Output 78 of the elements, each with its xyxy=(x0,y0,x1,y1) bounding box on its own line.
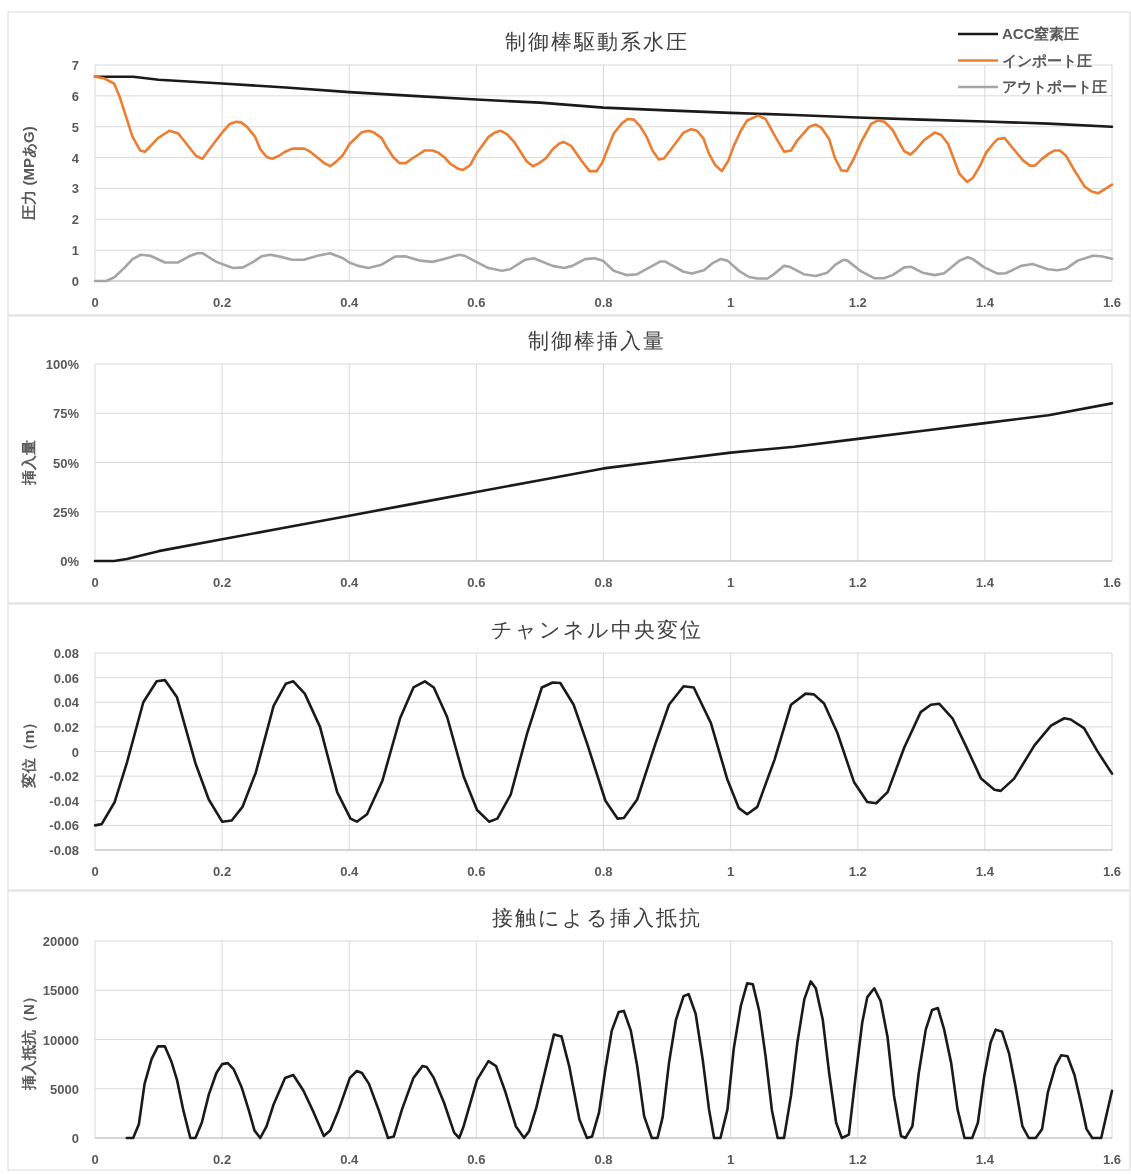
x-tick-label: 0.2 xyxy=(213,1152,232,1167)
y-tick-label: 0.02 xyxy=(53,719,79,735)
x-tick-label: 1 xyxy=(727,864,735,879)
y-tick-label: 0 xyxy=(71,274,79,289)
y-tick-label: -0.02 xyxy=(49,769,79,785)
x-tick-label: 1 xyxy=(727,295,735,310)
y-tick-label: 1 xyxy=(71,243,79,259)
y-tick-label: -0.04 xyxy=(49,793,80,809)
x-tick-label: 1.4 xyxy=(975,575,995,590)
x-tick-label: 0.6 xyxy=(467,295,486,310)
y-axis-title: 挿入抵抗（N） xyxy=(20,989,37,1091)
y-axis-title: 圧力 (MPあG) xyxy=(20,126,37,221)
x-tick-label: 0.4 xyxy=(340,295,360,310)
y-axis-title: 変位（m） xyxy=(20,714,37,790)
chart-title: 制御棒駆動系水圧 xyxy=(505,30,689,53)
x-tick-label: 1.2 xyxy=(848,864,867,879)
y-tick-label: 15000 xyxy=(42,983,79,999)
x-tick-label: 0.8 xyxy=(594,575,613,590)
x-tick-label: 1.6 xyxy=(1102,864,1122,879)
y-tick-label: 6 xyxy=(71,88,79,104)
y-tick-label: 0.04 xyxy=(53,695,80,711)
x-tick-label: 1.6 xyxy=(1102,575,1122,590)
x-tick-label: 0.6 xyxy=(467,575,486,590)
x-tick-label: 0.2 xyxy=(213,864,232,879)
x-tick-label: 0.8 xyxy=(594,1152,613,1167)
x-tick-label: 0.4 xyxy=(340,864,360,879)
chart-title: チャンネル中央変位 xyxy=(491,618,703,641)
legend-label: アウトポート圧 xyxy=(1002,78,1107,95)
x-tick-label: 0.6 xyxy=(467,864,486,879)
x-tick-label: 1.4 xyxy=(975,864,995,879)
y-tick-label: 7 xyxy=(71,58,79,73)
legend-label: インポート圧 xyxy=(1002,51,1092,69)
line-series xyxy=(93,75,1114,195)
x-tick-label: 0 xyxy=(91,295,99,310)
y-tick-label: 75% xyxy=(52,406,80,422)
x-tick-label: 0 xyxy=(91,864,99,879)
y-tick-label: 100% xyxy=(45,357,80,372)
x-tick-label: 0 xyxy=(91,1152,99,1167)
x-tick-label: 0.8 xyxy=(594,864,613,879)
y-tick-label: 0.06 xyxy=(53,670,79,686)
x-tick-label: 0.4 xyxy=(340,1152,360,1167)
x-tick-label: 0.2 xyxy=(213,295,232,310)
y-tick-label: 10000 xyxy=(42,1032,79,1048)
x-tick-label: 1 xyxy=(727,575,735,590)
line-series xyxy=(93,678,1114,827)
y-tick-label: -0.08 xyxy=(49,843,79,858)
y-tick-label: 5000 xyxy=(50,1081,79,1097)
y-tick-label: 50% xyxy=(52,455,80,471)
y-tick-label: 0% xyxy=(60,554,80,569)
y-tick-label: 4 xyxy=(71,150,80,166)
y-tick-label: 0 xyxy=(71,1131,79,1146)
y-tick-label: 2 xyxy=(71,212,79,228)
legend-label: ACC窒素圧 xyxy=(1002,25,1080,42)
y-tick-label: 0.08 xyxy=(53,646,79,661)
x-tick-label: 0.4 xyxy=(340,575,360,590)
x-tick-label: 1.4 xyxy=(975,295,995,310)
y-tick-label: 0 xyxy=(71,744,79,760)
x-tick-label: 1.2 xyxy=(848,295,867,310)
x-tick-label: 1.2 xyxy=(848,575,867,590)
y-tick-label: 20000 xyxy=(42,934,79,949)
y-tick-label: 5 xyxy=(71,119,79,135)
y-axis-title: 挿入量 xyxy=(20,440,37,486)
x-tick-label: 1.4 xyxy=(975,1152,995,1167)
chart-title: 制御棒挿入量 xyxy=(528,329,666,352)
x-tick-label: 1.2 xyxy=(848,1152,867,1167)
chart-title: 接触による挿入抵抗 xyxy=(492,906,702,929)
x-tick-label: 0.8 xyxy=(594,295,613,310)
x-tick-label: 0.6 xyxy=(467,1152,486,1167)
x-tick-label: 0.2 xyxy=(213,575,232,590)
y-tick-label: -0.06 xyxy=(49,818,79,834)
x-tick-label: 1.6 xyxy=(1102,295,1122,310)
line-series xyxy=(93,75,1114,129)
x-tick-label: 1.6 xyxy=(1102,1152,1122,1167)
line-series xyxy=(125,980,1114,1140)
y-tick-label: 25% xyxy=(52,504,80,520)
x-tick-label: 1 xyxy=(727,1152,735,1167)
x-tick-label: 0 xyxy=(91,575,99,590)
y-tick-label: 3 xyxy=(71,181,79,197)
